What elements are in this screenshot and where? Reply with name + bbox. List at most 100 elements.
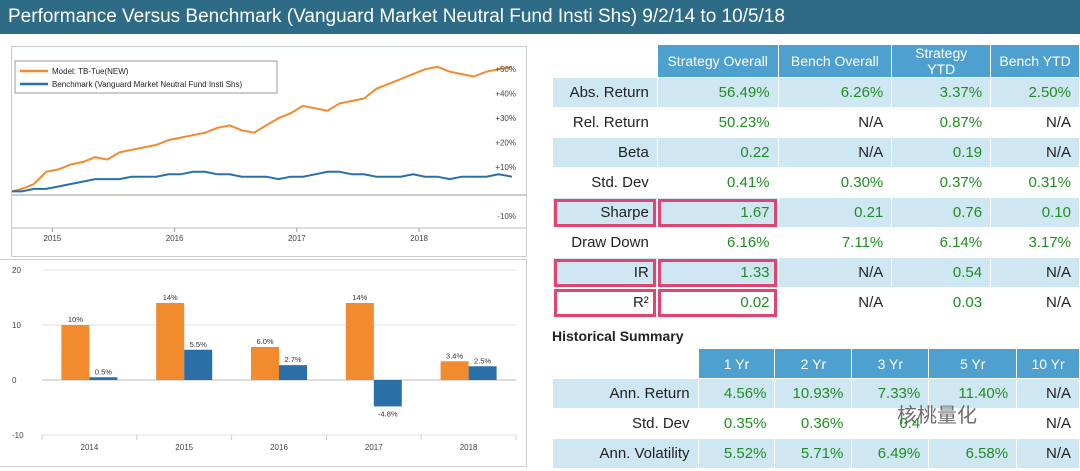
row-label-highlighted: IR (552, 257, 658, 288)
table-row: Ann. Volatility 5.52% 5.71% 6.49% 6.58% … (552, 438, 1080, 469)
y-tick-label: +40% (495, 90, 516, 99)
cell: 7.33% (851, 378, 930, 409)
cell: 10.93% (774, 378, 853, 409)
x-tick-label: 2018 (460, 443, 478, 452)
table-row: R² 0.02 N/A 0.03 N/A (552, 287, 1080, 318)
legend-box (14, 60, 278, 94)
benchmark-bar (89, 377, 118, 380)
data-label: 0.5% (95, 367, 112, 376)
row-label: Beta (552, 137, 658, 168)
data-label: 2.7% (284, 355, 301, 364)
cell-highlighted: 0.02 (656, 287, 779, 318)
col-header: Bench Overall (777, 44, 893, 78)
x-tick-label: 2016 (270, 443, 288, 452)
cell: 0.87% (891, 107, 992, 138)
strategy-bar (61, 325, 90, 380)
data-label: 6.0% (256, 337, 273, 346)
strategy-bar (156, 303, 185, 380)
table-row: Beta 0.22 N/A 0.19 N/A (552, 137, 1080, 168)
col-header: 1 Yr (697, 348, 776, 379)
row-label: Ann. Return (552, 378, 699, 409)
col-header: 2 Yr (774, 348, 853, 379)
y-tick-label: +20% (495, 139, 516, 148)
cell: 56.49% (656, 77, 779, 108)
cell (928, 408, 1018, 439)
performance-line-chart: 2015 2016 2017 2018 +50% +40% +30% +20% +10% -10… (11, 60, 526, 243)
y-tick-label: +10% (495, 163, 516, 172)
data-label: 5.5% (190, 340, 207, 349)
x-tick-label: 2015 (175, 443, 193, 452)
cell: N/A (990, 287, 1080, 318)
benchmark-bar (468, 366, 497, 380)
y-tick-label: 20 (12, 266, 21, 275)
cell: 0.19 (891, 137, 992, 168)
data-label: 14% (352, 293, 367, 302)
table-row: Rel. Return 50.23% N/A 0.87% N/A (552, 107, 1080, 138)
cell: 5.52% (697, 438, 776, 469)
table-corner (552, 44, 658, 78)
table-row: Ann. Return 4.56% 10.93% 7.33% 11.40% N/… (552, 378, 1080, 409)
cell: N/A (777, 257, 893, 288)
data-label: 14% (163, 293, 178, 302)
strategy-line (11, 65, 513, 193)
data-label: -4.8% (378, 409, 398, 418)
table-row: Draw Down 6.16% 7.11% 6.14% 3.17% (552, 227, 1080, 258)
cell: N/A (777, 107, 893, 138)
col-header: Strategy Overall (656, 44, 779, 78)
cell: 0.21 (777, 197, 893, 228)
cell: 4.56% (697, 378, 776, 409)
row-label: Ann. Volatility (552, 438, 699, 469)
row-label: Std. Dev (552, 167, 658, 198)
cell: N/A (1016, 378, 1080, 409)
strategy-bar (440, 361, 469, 380)
historical-table: 1 Yr 2 Yr 3 Yr 5 Yr 10 Yr Ann. Return 4.… (552, 348, 1080, 469)
table-row: Std. Dev 0.35% 0.36% 0.4 N/A (552, 408, 1080, 439)
historical-summary-title: Historical Summary (552, 328, 684, 344)
y-tick-label: -10 (12, 431, 24, 440)
cell: N/A (990, 137, 1080, 168)
benchmark-line (12, 170, 513, 193)
cell: 0.03 (891, 287, 992, 318)
y-tick-label: 10 (12, 321, 21, 330)
cell: 0.31% (990, 167, 1080, 198)
benchmark-bar (184, 349, 213, 380)
cell: N/A (990, 107, 1080, 138)
cell: N/A (1016, 438, 1080, 469)
cell-highlighted: 1.67 (656, 197, 779, 228)
cell: 6.58% (928, 438, 1018, 469)
y-tick-label: -10% (497, 212, 516, 221)
table-row: Abs. Return 56.49% 6.26% 3.37% 2.50% (552, 77, 1080, 108)
cell: 0.4 (851, 408, 930, 439)
cell: 0.10 (990, 197, 1080, 228)
strategy-bar (345, 303, 374, 380)
legend-label-strategy: Model: TB-Tue(NEW) (52, 67, 129, 76)
cell: 6.16% (656, 227, 779, 258)
x-tick-label: 2014 (81, 443, 99, 452)
data-label: 3.4% (446, 351, 463, 360)
table-row: IR 1.33 N/A 0.54 N/A (552, 257, 1080, 288)
page-title: Performance Versus Benchmark (Vanguard M… (0, 0, 1080, 34)
cell: 50.23% (656, 107, 779, 138)
data-label: 10% (68, 315, 83, 324)
x-tick-label: 2018 (410, 234, 428, 243)
x-tick-label: 2015 (43, 234, 61, 243)
cell: 0.41% (656, 167, 779, 198)
benchmark-bar (279, 365, 307, 380)
stats-table: Strategy Overall Bench Overall Strategy … (552, 44, 1080, 318)
y-tick-label: 0 (12, 376, 17, 385)
cell: 6.14% (891, 227, 992, 258)
table-row: Std. Dev 0.41% 0.30% 0.37% 0.31% (552, 167, 1080, 198)
cell: 0.76 (891, 197, 992, 228)
row-label-highlighted: R² (552, 287, 658, 318)
benchmark-bar (373, 380, 402, 407)
cell: 0.30% (777, 167, 893, 198)
cell: 6.26% (777, 77, 893, 108)
col-header: Bench YTD (990, 44, 1080, 78)
y-tick-label: +50% (495, 65, 516, 74)
col-header: 5 Yr (928, 348, 1018, 379)
strategy-bar (251, 347, 279, 380)
table-row: Sharpe 1.67 0.21 0.76 0.10 (552, 197, 1080, 228)
cell: 0.37% (891, 167, 992, 198)
cell: N/A (1016, 408, 1080, 439)
cell: 0.35% (697, 408, 776, 439)
